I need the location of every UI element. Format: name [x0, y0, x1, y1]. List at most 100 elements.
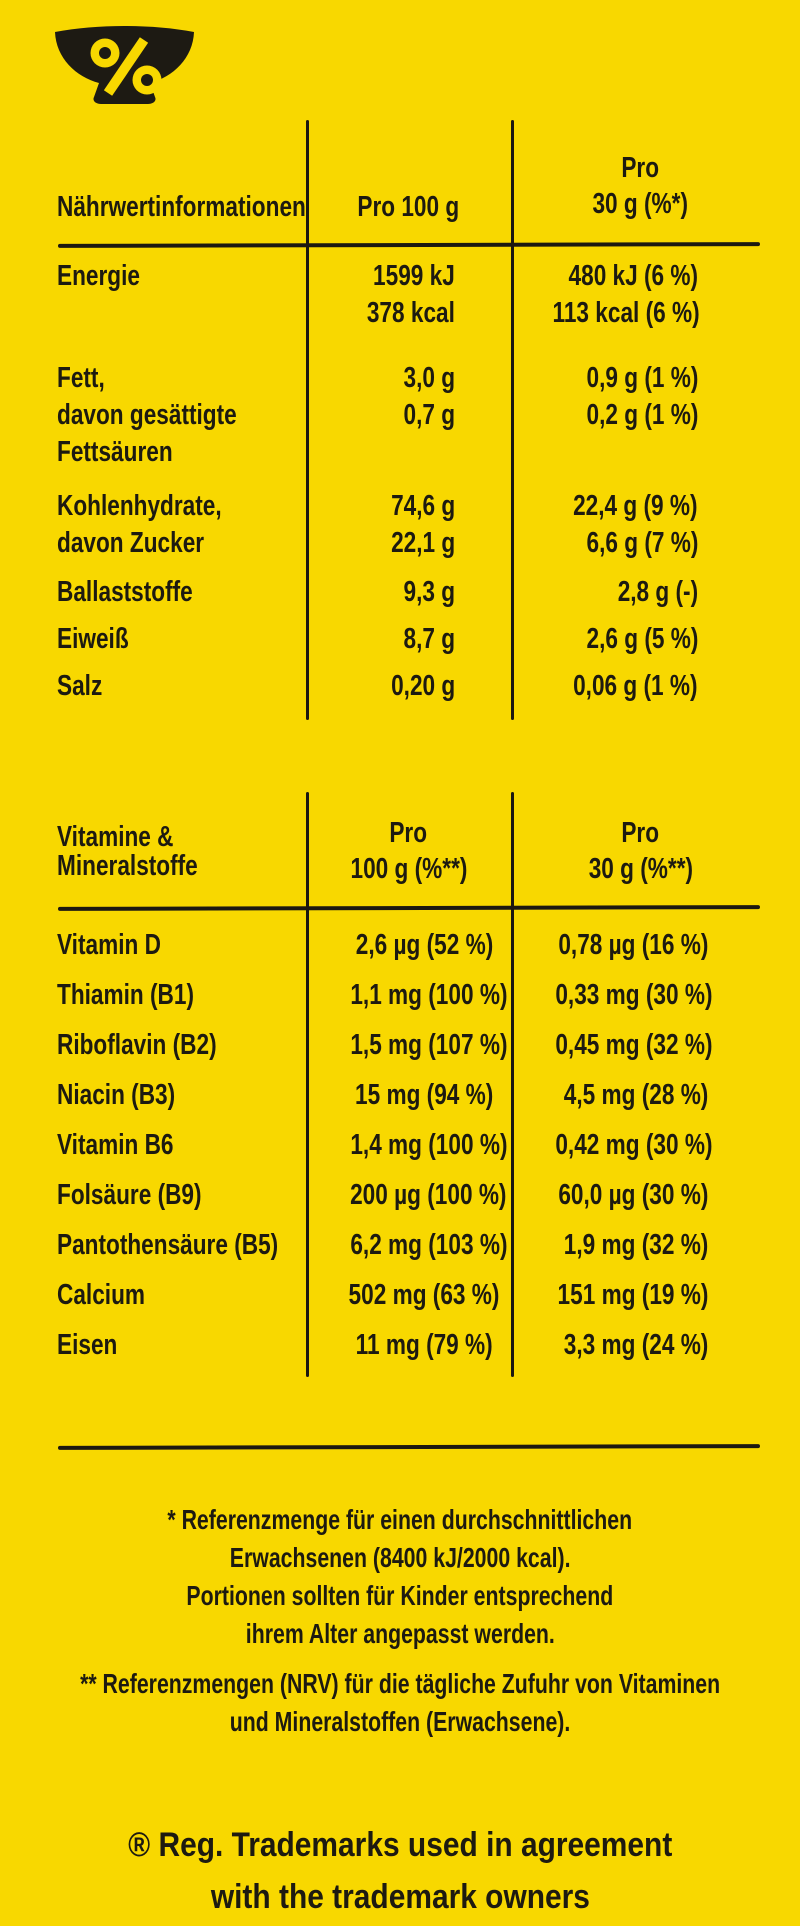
footnote-text: ** Referenzmengen (NRV) für die tägliche…	[79, 1668, 721, 1699]
table2-header-row: Vitamine & Mineralstoffe Pro 100 g (%**)…	[57, 807, 770, 887]
row-label: Salz	[57, 670, 103, 702]
row-label: Riboflavin (B2)	[57, 1028, 217, 1061]
table-row: davon Zucker 22,1 g 6,6 g (7 %)	[57, 525, 770, 562]
row-per100: 1,1 mg (100 %)	[350, 978, 508, 1011]
table2-body: Vitamin D 2,6 µg (52 %) 0,78 µg (16 %) T…	[57, 920, 770, 1370]
row-per30: 0,06 g (1 %)	[573, 670, 698, 702]
row-per30: 0,45 mg (32 %)	[555, 1028, 713, 1061]
row-label: davon gesättigte	[57, 399, 237, 431]
row-per30: 4,5 mg (28 %)	[563, 1078, 708, 1111]
row-per30: 3,3 mg (24 %)	[563, 1328, 708, 1361]
footnote-line: und Mineralstoffen (Erwachsene).	[0, 1703, 800, 1741]
table-row: Eisen 11 mg (79 %) 3,3 mg (24 %)	[57, 1320, 770, 1370]
row-label: Calcium	[57, 1278, 146, 1311]
table-bottom-rule	[57, 1444, 761, 1450]
row-per100: 6,2 mg (103 %)	[350, 1228, 508, 1261]
footnote-line: Portionen sollten für Kinder entsprechen…	[0, 1577, 800, 1615]
row-label: Fett,	[57, 362, 105, 394]
row-per100: 1,5 mg (107 %)	[350, 1028, 508, 1061]
row-per30: 1,9 mg (32 %)	[563, 1228, 708, 1261]
row-label: Eiweiß	[57, 623, 129, 655]
table-row: Salz 0,20 g 0,06 g (1 %)	[57, 668, 770, 705]
row-per100: 1,4 mg (100 %)	[350, 1128, 508, 1161]
trademark-line: ® Reg. Trademarks used in agreement	[0, 1819, 800, 1871]
percent-bowl-icon-svg	[55, 26, 194, 104]
row-per100: 502 mg (63 %)	[348, 1278, 500, 1311]
row-label: Vitamin B6	[57, 1128, 174, 1161]
table1-header-col3-line1: Pro	[621, 152, 660, 184]
row-per100: 15 mg (94 %)	[354, 1078, 493, 1111]
table-row: Riboflavin (B2) 1,5 mg (107 %) 0,45 mg (…	[57, 1020, 770, 1070]
trademark-notice: ® Reg. Trademarks used in agreement with…	[0, 1819, 800, 1923]
row-per30: 0,9 g (1 %)	[586, 362, 698, 394]
row-per30: 60,0 µg (30 %)	[557, 1178, 708, 1211]
footnote-text: Portionen sollten für Kinder entsprechen…	[186, 1580, 614, 1611]
row-per100: 74,6 g	[390, 490, 455, 522]
row-label: Ballaststoffe	[57, 576, 193, 608]
trademark-line: with the trademark owners	[0, 1871, 800, 1923]
table2-header-col1-line2: Mineralstoffe	[57, 850, 198, 882]
row-per30: 113 kcal (6 %)	[552, 297, 700, 329]
row-label: Eisen	[57, 1328, 118, 1361]
row-per30: 2,8 g (-)	[617, 576, 698, 608]
footnote-text: ihrem Alter angepasst werden.	[245, 1618, 555, 1649]
table2-column-divider-2	[511, 792, 514, 1377]
row-label: davon Zucker	[57, 527, 205, 559]
row-label: Energie	[57, 260, 140, 292]
table-row: Energie 1599 kJ 480 kJ (6 %)	[57, 258, 770, 295]
table2-column-divider-1	[306, 792, 309, 1377]
row-per30: 22,4 g (9 %)	[573, 490, 698, 522]
row-label: Kohlenhydrate,	[57, 490, 222, 522]
row-per30: 0,2 g (1 %)	[586, 399, 698, 431]
footnote-line: ihrem Alter angepasst werden.	[0, 1615, 800, 1653]
table1-column-divider-2	[511, 120, 514, 720]
row-label: Fettsäuren	[57, 436, 173, 468]
table1-header-rule	[57, 242, 761, 248]
table2-header-col2-line1: Pro	[389, 817, 428, 849]
table-row: 378 kcal 113 kcal (6 %)	[57, 295, 770, 332]
footnotes: * Referenzmenge für einen durchschnittli…	[0, 1501, 800, 1741]
table2-header-col3: Pro 30 g (%**)	[511, 815, 770, 887]
table2-header-col3-line2: 30 g (%**)	[588, 853, 693, 885]
table1-body: Energie 1599 kJ 480 kJ (6 %) 378 kcal 11…	[57, 258, 770, 705]
trademark-text: ® Reg. Trademarks used in agreement	[127, 1825, 673, 1864]
table-row: Vitamin D 2,6 µg (52 %) 0,78 µg (16 %)	[57, 920, 770, 970]
table-row: Eiweiß 8,7 g 2,6 g (5 %)	[57, 621, 770, 658]
table1-header-col3-line2: 30 g (%*)	[592, 188, 689, 220]
row-per30: 0,78 µg (16 %)	[557, 928, 708, 961]
row-per30: 0,33 mg (30 %)	[555, 978, 713, 1011]
table-row: Calcium 502 mg (63 %) 151 mg (19 %)	[57, 1270, 770, 1320]
table-row: Niacin (B3) 15 mg (94 %) 4,5 mg (28 %)	[57, 1070, 770, 1120]
table1-header-col2: Pro 100 g	[306, 193, 511, 222]
row-per30: 6,6 g (7 %)	[586, 527, 698, 559]
table-row: davon gesättigte 0,7 g 0,2 g (1 %)	[57, 397, 770, 434]
row-per100: 1599 kJ	[373, 260, 455, 292]
row-per100: 3,0 g	[403, 362, 455, 394]
footnote-text: und Mineralstoffen (Erwachsene).	[229, 1706, 571, 1737]
table-row: Kohlenhydrate, 74,6 g 22,4 g (9 %)	[57, 488, 770, 525]
table2-header-col1-line1: Vitamine &	[57, 821, 174, 853]
table-row: Fett, 3,0 g 0,9 g (1 %)	[57, 360, 770, 397]
row-per30: 151 mg (19 %)	[557, 1278, 708, 1311]
row-label: Folsäure (B9)	[57, 1178, 202, 1211]
table2-header-col2-line2: 100 g (%**)	[350, 853, 467, 885]
table2-header-rule	[57, 905, 761, 911]
row-per100: 9,3 g	[403, 576, 455, 608]
footnote-line: Erwachsenen (8400 kJ/2000 kcal).	[0, 1539, 800, 1577]
table2-header-col3-line1: Pro	[621, 817, 660, 849]
table-row: Thiamin (B1) 1,1 mg (100 %) 0,33 mg (30 …	[57, 970, 770, 1020]
table-row: Pantothensäure (B5) 6,2 mg (103 %) 1,9 m…	[57, 1220, 770, 1270]
table1-header-col2-label: Pro 100 g	[357, 191, 460, 223]
row-per100: 22,1 g	[390, 527, 455, 559]
row-per100: 0,7 g	[403, 399, 455, 431]
row-label: Pantothensäure (B5)	[57, 1228, 279, 1261]
table1-column-divider-1	[306, 120, 309, 720]
table1-header-row: Nährwertinformationen Pro 100 g Pro 30 g…	[57, 140, 770, 222]
table-row: Vitamin B6 1,4 mg (100 %) 0,42 mg (30 %)	[57, 1120, 770, 1170]
table1-header-col1: Nährwertinformationen	[57, 193, 306, 222]
row-per30: 0,42 mg (30 %)	[555, 1128, 713, 1161]
footnote-text: Erwachsenen (8400 kJ/2000 kcal).	[229, 1542, 571, 1573]
table1-header-col3: Pro 30 g (%*)	[511, 150, 770, 222]
footnote-text: * Referenzmenge für einen durchschnittli…	[167, 1504, 633, 1535]
